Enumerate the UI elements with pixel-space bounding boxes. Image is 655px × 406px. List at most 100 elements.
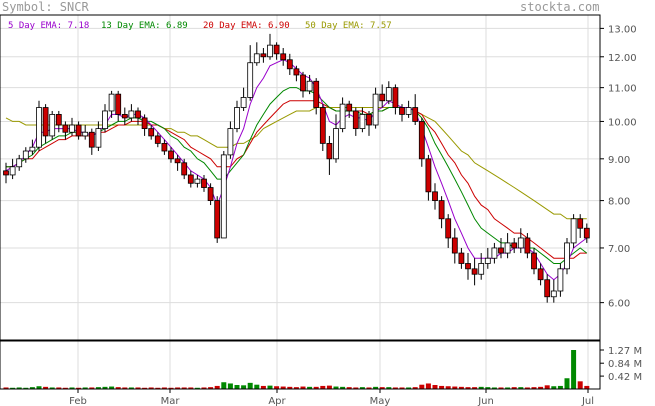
candle-body [346,103,353,112]
candle-body [260,53,267,58]
volume-bar [168,387,174,389]
volume-bar [406,387,412,389]
volume-bar [320,385,326,389]
price-tick-label: 8.00 [608,197,630,208]
candle-body [253,53,260,64]
volume-bar [3,387,9,389]
volume-bar [293,387,299,389]
legend-ema20: 20 Day EMA: 6.90 [203,21,290,31]
volume-bar [333,386,339,389]
volume-bar [109,386,115,389]
volume-bar [458,386,464,389]
candle-body [484,257,491,264]
candle-body [227,128,234,156]
volume-bar [307,386,313,389]
candle-body [326,142,333,160]
candle-body [478,263,485,275]
volume-bar [260,385,266,389]
price-tick-label: 11.00 [608,84,637,95]
volume-bar [95,387,101,389]
volume-bar [69,387,75,389]
month-tick-label: Feb [69,396,87,406]
volume-bar [43,386,49,389]
volume-bar [76,387,82,389]
candle-body [273,44,280,55]
volume-bar [326,385,332,389]
candle-body [36,107,42,148]
candle-body [557,268,564,292]
volume-bar [386,387,392,389]
legend-ema13: 13 Day EMA: 6.89 [101,21,188,31]
candle-body [194,178,201,184]
volume-bar [538,386,544,389]
volume-bar [505,387,511,389]
candle-body [214,200,221,239]
candle-body [187,174,194,184]
volume-bar [194,387,200,389]
candle-body [128,110,135,119]
candle-body [352,110,359,130]
volume-bar [142,387,148,389]
month-tick-label: Jul [581,396,594,406]
volume-bar [115,387,121,389]
candle-body [405,107,412,115]
candle-body [82,131,89,137]
candle-body [293,68,300,76]
volume-bar [254,384,260,389]
volume-bar [571,350,577,389]
volume-bar [221,382,227,389]
candle-body [75,124,82,137]
candle-body [267,44,273,58]
volume-bar [557,385,563,389]
legend-ema5: 5 Day EMA: 7.18 [8,21,90,31]
volume-axis: 1.27 M 0.84 M 0.42 M [600,346,642,383]
volume-bar [518,387,524,389]
candle-body [135,110,141,119]
volume-bar [531,387,537,389]
candle-body [412,107,419,122]
candle-body [491,247,498,259]
volume-bar [267,385,273,389]
month-tick-label: Jun [477,396,494,406]
candle-body [148,128,155,137]
volume-panel-frame [0,340,601,390]
volume-bar [16,387,22,389]
volume-tick-label: 0.42 M [608,372,642,383]
candle-body [108,93,115,112]
volume-bar [551,386,557,389]
candle-body [115,93,122,115]
candle-body [366,114,372,126]
candle-body [161,142,168,152]
volume-bar [247,382,253,389]
candle-body [564,242,570,270]
volume-bar [498,387,504,389]
candle-body [102,110,108,130]
candle-body [121,114,128,119]
volume-bar [373,386,379,389]
volume-bar [36,386,42,389]
volume-bars [3,350,590,389]
candle-body [22,150,29,160]
candle-body [445,218,452,239]
candle-body [570,218,577,244]
candle-body [247,62,254,98]
candle-body [498,247,504,254]
candle-body [425,158,432,193]
volume-bar [340,386,346,389]
volume-bar [49,387,55,389]
volume-bar [23,387,29,389]
candle-body [385,87,392,102]
volume-bar [491,387,497,389]
candle-body [29,146,36,152]
volume-bar [234,385,240,389]
volume-bar [287,386,293,389]
candle-body [62,124,69,133]
month-axis: Feb Mar Apr May Jun Jul [69,389,594,406]
candle-body [319,107,326,144]
candle-body [3,170,9,176]
candle-body [220,154,227,239]
volume-bar [452,386,458,389]
price-tick-label: 10.00 [608,117,637,128]
candle-body [174,158,181,164]
ema50-line [5,107,587,220]
